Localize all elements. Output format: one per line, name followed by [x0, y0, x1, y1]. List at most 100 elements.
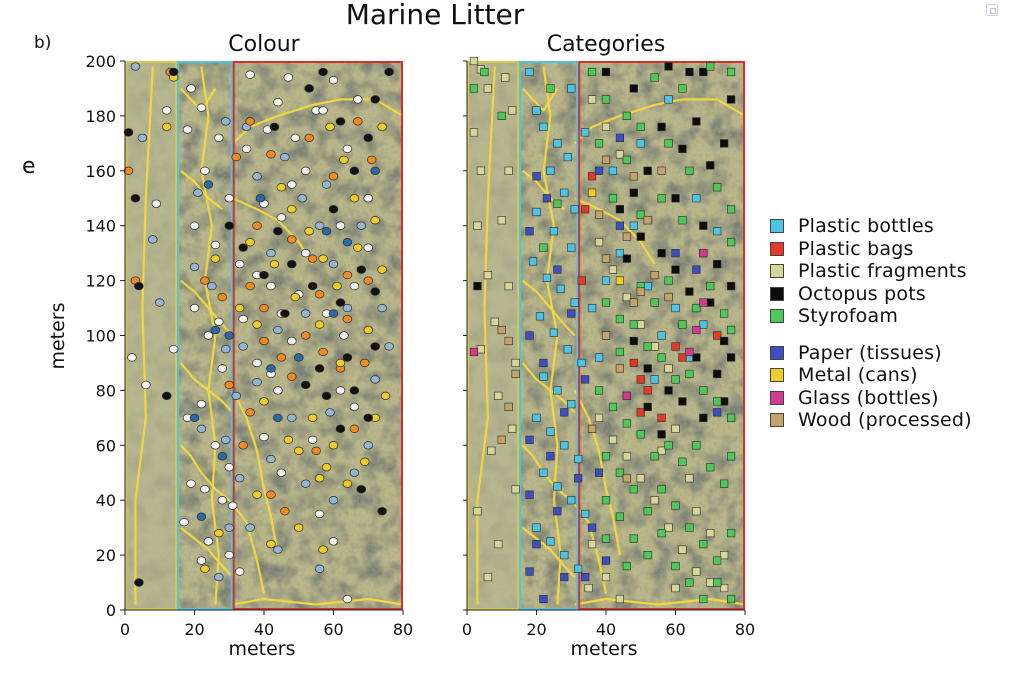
litter-point: [217, 292, 228, 302]
legend-item: Plastic fragments: [770, 260, 972, 282]
litter-point: [335, 358, 346, 368]
litter-point: [594, 413, 604, 422]
litter-point: [480, 67, 489, 77]
litter-point: [245, 523, 255, 532]
litter-point: [553, 507, 562, 516]
litter-point: [629, 188, 638, 197]
litter-point: [182, 125, 193, 134]
litter-point: [276, 183, 287, 192]
litter-point: [581, 375, 590, 384]
litter-point: [608, 166, 618, 175]
x-tick-label: 60: [665, 620, 685, 639]
litter-point: [629, 221, 638, 230]
litter-point: [650, 271, 659, 280]
litter-point: [567, 496, 576, 505]
litter-point: [494, 540, 503, 549]
litter-point: [525, 67, 534, 77]
expand-icon[interactable]: [986, 4, 998, 16]
legend-swatch: [770, 241, 784, 256]
litter-point: [546, 537, 555, 546]
litter-point: [196, 512, 207, 521]
litter-point: [629, 172, 638, 181]
litter-point: [556, 284, 565, 293]
litter-point: [567, 84, 576, 93]
litter-point: [314, 221, 325, 230]
litter-point: [601, 67, 611, 77]
litter-point: [196, 556, 207, 565]
litter-point: [726, 413, 736, 422]
legend-swatch: [770, 413, 784, 427]
legend-label: Metal (cans): [798, 364, 918, 386]
litter-point: [546, 452, 555, 461]
litter-point: [476, 166, 486, 175]
litter-point: [342, 238, 353, 247]
litter-point: [528, 257, 538, 266]
litter-point: [384, 67, 394, 77]
litter-point: [168, 67, 179, 77]
litter-point: [601, 572, 611, 582]
litter-point: [168, 345, 179, 354]
litter-point: [186, 479, 196, 488]
litter-point: [553, 139, 562, 148]
litter-point: [234, 474, 245, 483]
legend-label: Plastic bottles: [798, 215, 934, 237]
litter-point: [273, 545, 283, 554]
litter-point: [706, 62, 715, 71]
litter-point: [539, 358, 548, 368]
litter-point: [539, 468, 548, 477]
litter-point: [574, 454, 583, 464]
litter-point: [636, 232, 645, 241]
litter-point: [508, 106, 517, 115]
litter-point: [574, 564, 583, 573]
litter-point: [269, 259, 280, 269]
litter-point: [196, 103, 207, 112]
litter-point: [511, 358, 520, 368]
litter-point: [643, 166, 652, 175]
litter-point: [615, 512, 624, 521]
litter-point: [706, 463, 715, 472]
litter-point: [713, 331, 722, 340]
litter-point: [321, 463, 332, 472]
litter-point: [678, 144, 687, 153]
litter-point: [141, 380, 151, 390]
legend-label: Plastic fragments: [798, 260, 967, 282]
litter-point: [657, 485, 666, 494]
litter-point: [636, 474, 645, 483]
litter-point: [560, 441, 569, 450]
litter-point: [363, 194, 374, 203]
litter-point: [297, 194, 307, 203]
trail-path: [200, 66, 220, 605]
litter-point: [360, 457, 370, 466]
litter-point: [469, 84, 479, 93]
litter-point: [699, 221, 708, 230]
x-tick-label: 80: [393, 620, 413, 639]
litter-point: [193, 188, 203, 197]
litter-point: [189, 413, 200, 423]
litter-point: [252, 172, 262, 181]
litter-point: [469, 347, 479, 357]
litter-point: [353, 117, 363, 126]
y-tick-label: 120: [85, 272, 116, 291]
litter-point: [574, 474, 583, 483]
litter-point: [504, 336, 513, 346]
legend-item: Paper (tissues): [770, 342, 972, 364]
litter-point: [664, 292, 673, 302]
litter-point: [214, 528, 224, 538]
litter-point: [726, 529, 736, 538]
litter-point: [629, 485, 638, 494]
litter-point: [300, 331, 311, 340]
legend-item: Wood (processed): [770, 409, 972, 431]
litter-point: [692, 194, 701, 203]
litter-point: [363, 133, 374, 143]
legend-item: Styrofoam: [770, 305, 972, 327]
litter-point: [563, 345, 572, 354]
litter-point: [266, 490, 276, 499]
litter-point: [622, 254, 631, 263]
litter-point: [473, 221, 482, 230]
litter-point: [287, 235, 297, 244]
litter-point: [238, 243, 248, 252]
litter-point: [335, 386, 346, 395]
litter-point: [608, 435, 618, 444]
litter-point: [234, 567, 245, 576]
litter-point: [657, 331, 666, 340]
